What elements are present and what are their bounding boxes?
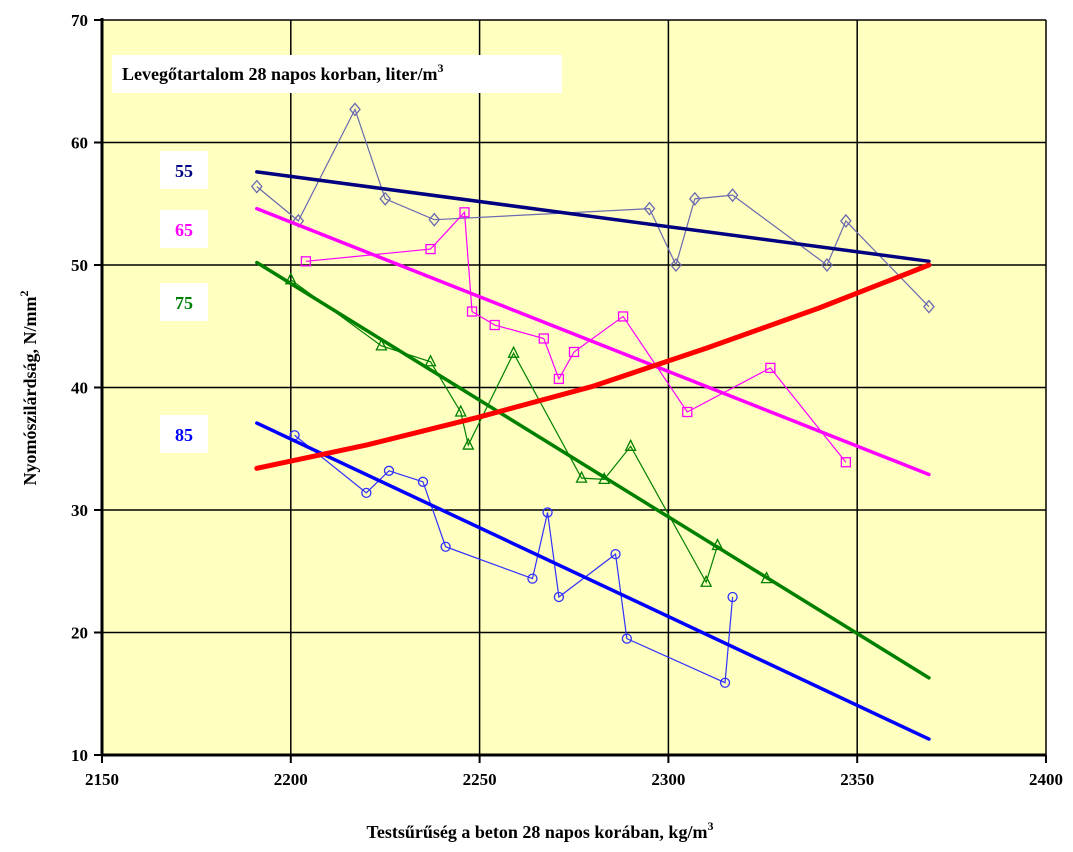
series-label-box	[160, 151, 208, 189]
point-marker	[375, 338, 388, 351]
point-marker	[383, 465, 395, 476]
x-tick-label: 2150	[85, 770, 119, 789]
point-marker	[349, 102, 361, 117]
point-marker	[553, 591, 565, 603]
y-tick-label: 30	[71, 501, 88, 520]
tick-labels: 2150 2200 2250 2300 2350 2400 10 20 30 40 50 60 70	[71, 11, 1063, 789]
point-marker	[726, 188, 739, 203]
series-line	[256, 107, 930, 308]
point-marker	[542, 507, 553, 518]
point-marker	[621, 633, 633, 644]
y-tick-label: 70	[71, 11, 88, 30]
series-label-85: 85	[175, 425, 193, 445]
series-label-box	[160, 210, 208, 248]
series-65	[300, 207, 852, 468]
series-layer	[250, 102, 935, 688]
y-axis-label: Nyomószilárdság, N/mm	[20, 297, 40, 486]
point-marker	[417, 476, 429, 487]
x-axis-label: Testsűrűség a beton 28 napos korában, kg…	[367, 822, 708, 842]
point-marker	[361, 487, 372, 499]
point-marker	[379, 191, 392, 206]
x-tick-label: 2400	[1029, 770, 1063, 789]
point-marker	[727, 591, 738, 603]
point-marker	[568, 346, 580, 358]
point-marker	[300, 256, 312, 267]
axes	[94, 18, 1047, 763]
series-line	[290, 279, 767, 584]
y-tick-label: 50	[71, 256, 88, 275]
point-marker	[923, 299, 935, 314]
point-marker	[575, 470, 588, 483]
y-tick-label: 40	[71, 379, 88, 398]
point-marker	[454, 404, 467, 417]
point-marker	[617, 311, 629, 322]
series-label-55: 55	[175, 161, 193, 181]
y-tick-label: 20	[71, 624, 88, 643]
title-box-bg	[112, 55, 562, 93]
series-line	[294, 434, 734, 684]
series-label-box	[160, 415, 208, 453]
series-label-65: 65	[175, 220, 193, 240]
y-tick-label: 60	[71, 134, 88, 153]
series-line	[305, 210, 847, 463]
point-marker	[459, 207, 470, 218]
point-marker	[719, 677, 731, 688]
series-55	[250, 102, 935, 314]
trend-line-75	[255, 260, 931, 680]
point-marker	[643, 201, 656, 216]
point-marker	[425, 243, 436, 255]
series-85	[289, 430, 738, 688]
series-label-box	[160, 283, 208, 321]
trend-line-55	[255, 170, 931, 264]
x-tick-label: 2350	[840, 770, 874, 789]
point-marker	[428, 212, 441, 227]
y-axis-title: Nyomószilárdság, N/mm2	[17, 291, 40, 486]
point-marker	[489, 319, 500, 331]
red-trend-line	[254, 262, 932, 471]
point-marker	[624, 438, 637, 451]
point-marker	[610, 548, 621, 560]
y-axis-label-sup: 2	[17, 291, 31, 297]
point-marker	[466, 306, 478, 317]
point-marker	[688, 191, 701, 206]
x-tick-label: 2250	[463, 770, 497, 789]
point-marker	[424, 354, 437, 367]
chart-title: Levegőtartalom 28 napos korban, liter/m	[122, 64, 437, 84]
point-marker	[765, 362, 776, 374]
point-marker	[440, 541, 451, 552]
point-marker	[538, 333, 549, 344]
point-marker	[462, 437, 475, 450]
x-tick-label: 2300	[651, 770, 685, 789]
point-marker	[250, 179, 263, 194]
point-marker	[700, 574, 713, 587]
point-marker	[553, 373, 565, 385]
trend-line-65	[255, 206, 931, 477]
series-labels: 55 65 75 85	[160, 151, 208, 453]
point-marker	[840, 457, 852, 468]
point-marker	[682, 406, 693, 418]
x-axis-label-sup: 3	[707, 819, 713, 833]
point-marker	[840, 213, 852, 228]
point-marker	[507, 345, 520, 358]
chart-title-sup: 3	[437, 61, 443, 75]
chart-title-box: Levegőtartalom 28 napos korban, liter/m3	[112, 55, 562, 93]
point-marker	[527, 573, 538, 584]
svg-text:Levegőtartalom 28 napos korban: Levegőtartalom 28 napos korban, liter/m3	[122, 61, 443, 84]
trend-layer	[254, 170, 932, 741]
point-marker	[670, 257, 682, 273]
y-tick-label: 10	[71, 746, 88, 765]
trend-line-85	[255, 421, 931, 741]
x-tick-label: 2200	[274, 770, 308, 789]
point-marker	[821, 257, 833, 273]
series-label-75: 75	[175, 293, 193, 313]
x-axis-title: Testsűrűség a beton 28 napos korában, kg…	[367, 819, 714, 842]
